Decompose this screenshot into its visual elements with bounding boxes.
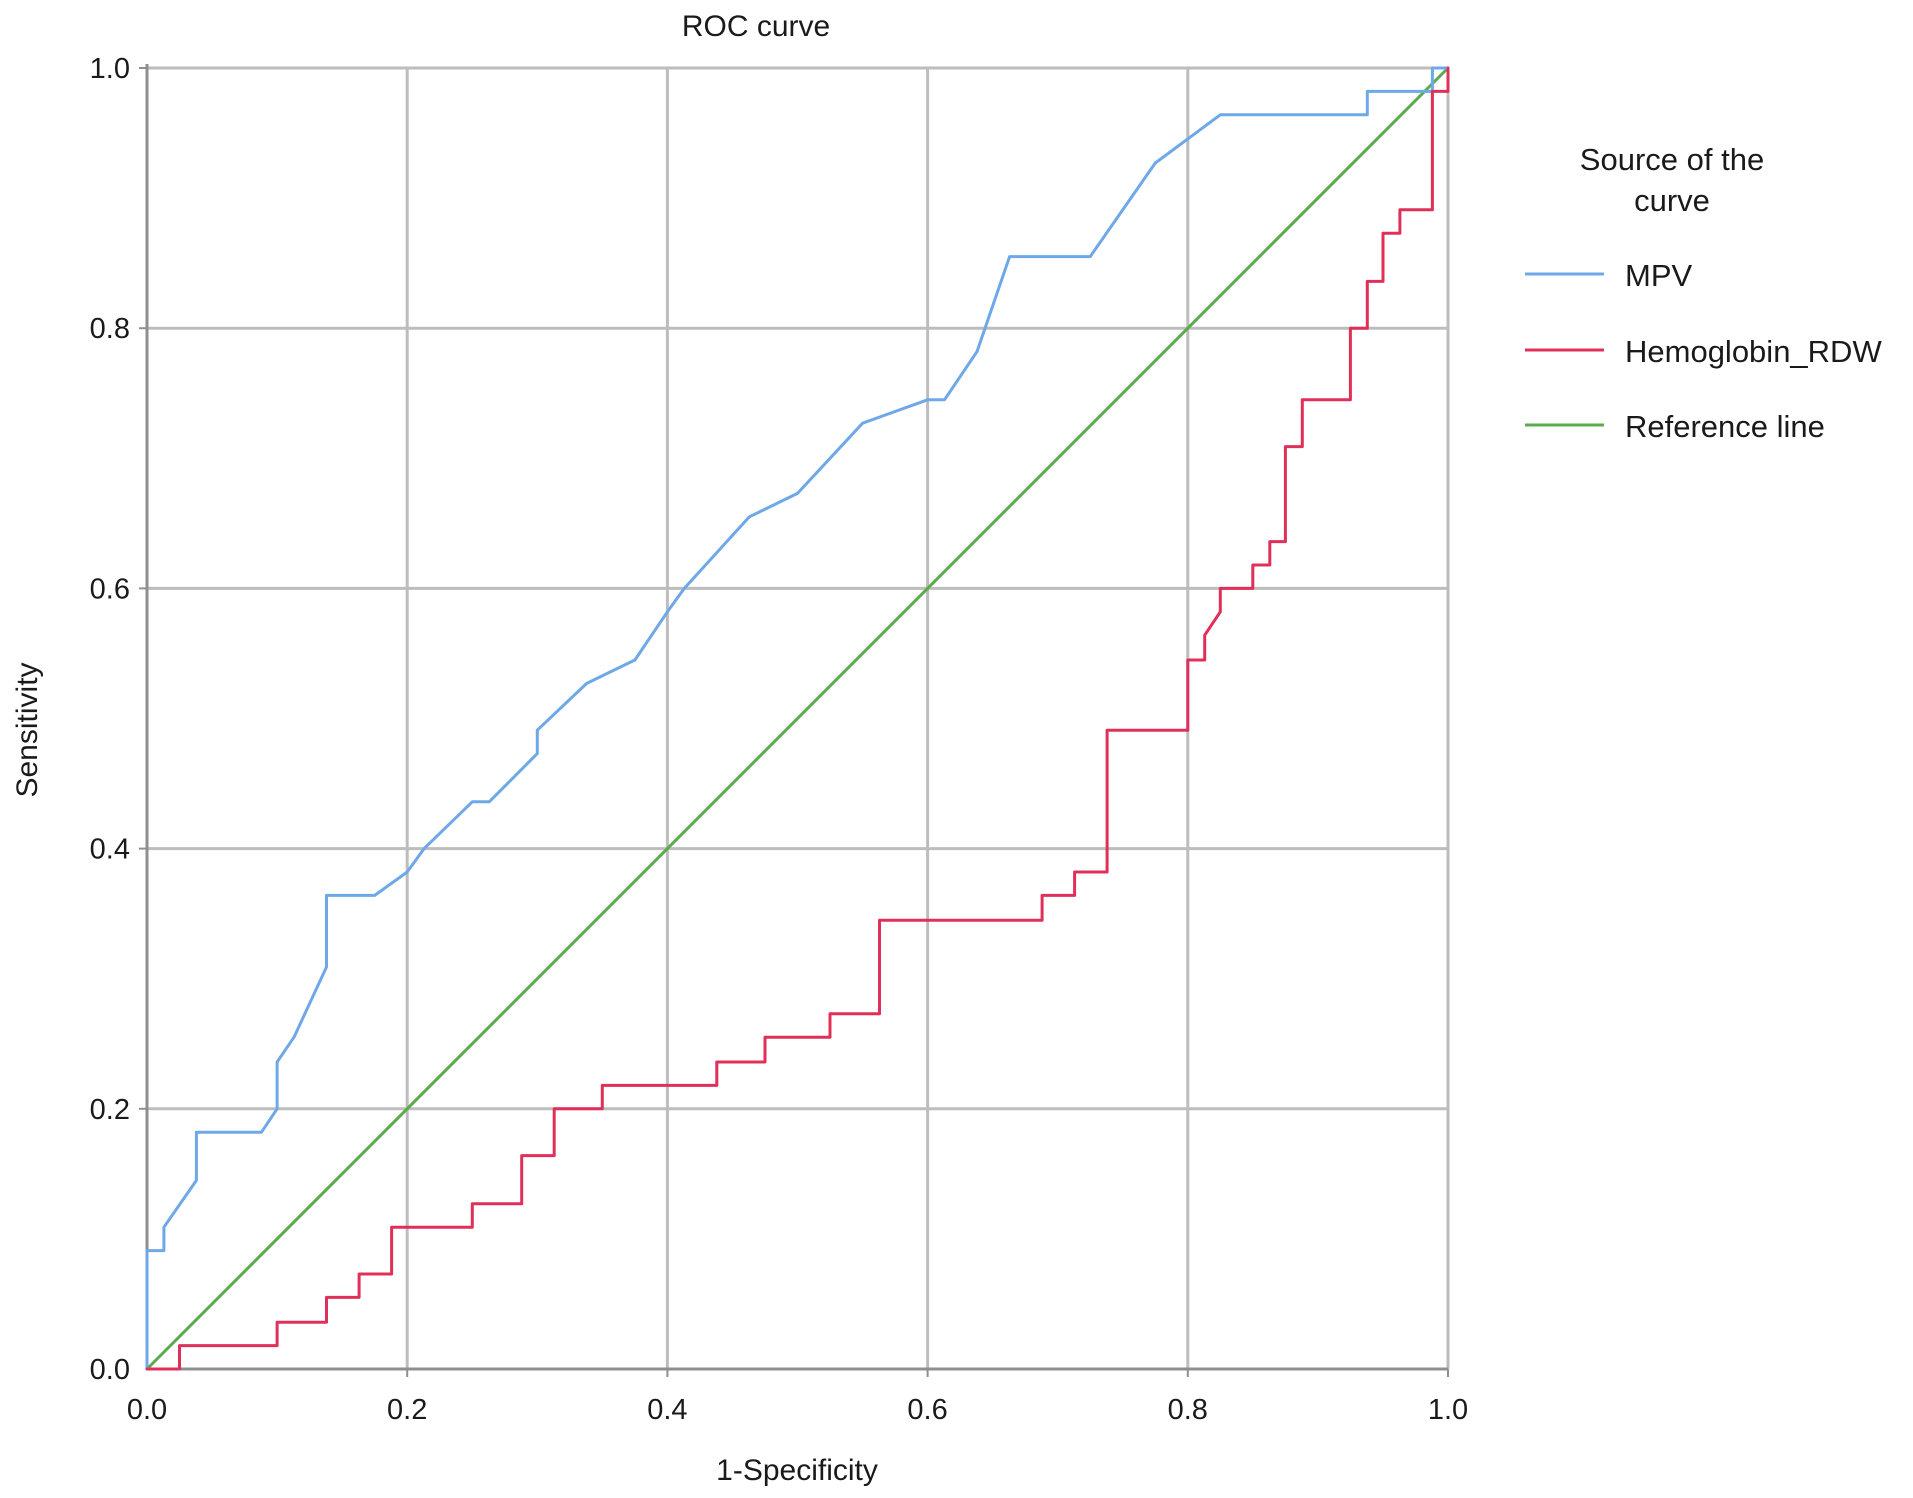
series-line-mpv: [145, 66, 1450, 1371]
x-axis-title: 1-Specificity: [716, 1454, 878, 1487]
x-tick-label: 0.0: [127, 1394, 167, 1426]
y-tick-label: 0.0: [90, 1354, 130, 1386]
y-tick-label: 0.4: [90, 834, 130, 866]
x-tick-label: 0.6: [907, 1394, 947, 1426]
x-tick-label: 0.4: [647, 1394, 687, 1426]
y-tick-label: 0.2: [90, 1094, 130, 1126]
series-line-hemoglobin-rdw: [145, 66, 1450, 1371]
legend-title-line-2: curve: [1634, 183, 1710, 218]
x-tick-label: 0.8: [1168, 1394, 1208, 1426]
legend-label-mpv: MPV: [1625, 258, 1693, 293]
series-line-reference-line: [145, 66, 1450, 1371]
x-tick-label: 1.0: [1428, 1394, 1468, 1426]
y-axis-title: Sensitivity: [11, 662, 44, 797]
chart-title: ROC curve: [682, 10, 830, 43]
x-tick-label: 0.2: [387, 1394, 427, 1426]
y-tick-label: 0.8: [90, 313, 130, 345]
y-tick-label: 1.0: [90, 53, 130, 85]
legend-title-line-1: Source of the: [1580, 142, 1764, 177]
series-layer: [145, 66, 1450, 1371]
legend-label-reference-line: Reference line: [1625, 409, 1825, 444]
legend: Source of the curve MPV Hemoglobin_RDW Ref…: [1525, 142, 1882, 444]
axes-layer: [139, 64, 1449, 1377]
tick-labels: 0.0 0.2 0.4 0.6 0.8 1.0 0.0 0.2 0.4 0.6 0.8 1.0: [90, 53, 1468, 1426]
legend-label-hemoglobin-rdw: Hemoglobin_RDW: [1625, 334, 1882, 369]
y-tick-label: 0.6: [90, 573, 130, 605]
